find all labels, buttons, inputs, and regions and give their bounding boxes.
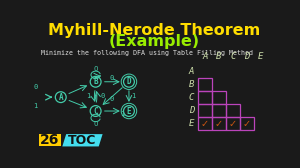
Text: A: A xyxy=(202,52,208,61)
FancyBboxPatch shape xyxy=(39,134,61,146)
Text: C: C xyxy=(230,52,236,61)
Text: B: B xyxy=(216,52,221,61)
Text: E: E xyxy=(127,107,131,116)
Text: 1: 1 xyxy=(131,93,136,99)
Text: E: E xyxy=(189,119,194,128)
Bar xyxy=(198,104,212,117)
Bar xyxy=(212,91,226,104)
Text: 0: 0 xyxy=(93,121,98,127)
Text: Myhill-Nerode Theorem: Myhill-Nerode Theorem xyxy=(48,23,260,38)
Polygon shape xyxy=(62,134,103,146)
Bar xyxy=(198,91,212,104)
Text: D: D xyxy=(127,77,131,86)
Text: A: A xyxy=(58,93,63,102)
Text: A: A xyxy=(189,67,194,76)
Text: 0: 0 xyxy=(110,96,114,102)
Text: E: E xyxy=(258,52,263,61)
Text: TOC: TOC xyxy=(68,134,97,147)
Bar xyxy=(226,117,240,130)
Bar xyxy=(212,104,226,117)
Text: D: D xyxy=(189,106,194,115)
Text: ✓: ✓ xyxy=(215,119,223,129)
Text: 1: 1 xyxy=(33,103,37,109)
Text: ✓: ✓ xyxy=(229,119,237,129)
Text: D: D xyxy=(244,52,249,61)
Bar xyxy=(212,117,226,130)
Text: B: B xyxy=(189,80,194,89)
Text: 26: 26 xyxy=(40,133,60,147)
Text: 0: 0 xyxy=(100,93,105,99)
Text: C: C xyxy=(93,107,98,116)
Text: ✓: ✓ xyxy=(201,119,209,129)
Text: C: C xyxy=(189,93,194,102)
Bar xyxy=(240,117,254,130)
Text: Minimize the following DFA using Table Filling Method: Minimize the following DFA using Table F… xyxy=(41,50,254,56)
Text: B: B xyxy=(93,77,98,86)
Bar xyxy=(198,117,212,130)
Text: 0: 0 xyxy=(33,84,37,90)
Text: 0: 0 xyxy=(110,75,114,81)
Text: 0: 0 xyxy=(93,66,98,72)
Text: ✓: ✓ xyxy=(243,119,251,129)
Text: (Example): (Example) xyxy=(108,34,199,49)
Text: 1: 1 xyxy=(120,111,124,117)
Text: 1: 1 xyxy=(86,93,91,99)
Bar xyxy=(226,104,240,117)
Bar xyxy=(198,78,212,91)
